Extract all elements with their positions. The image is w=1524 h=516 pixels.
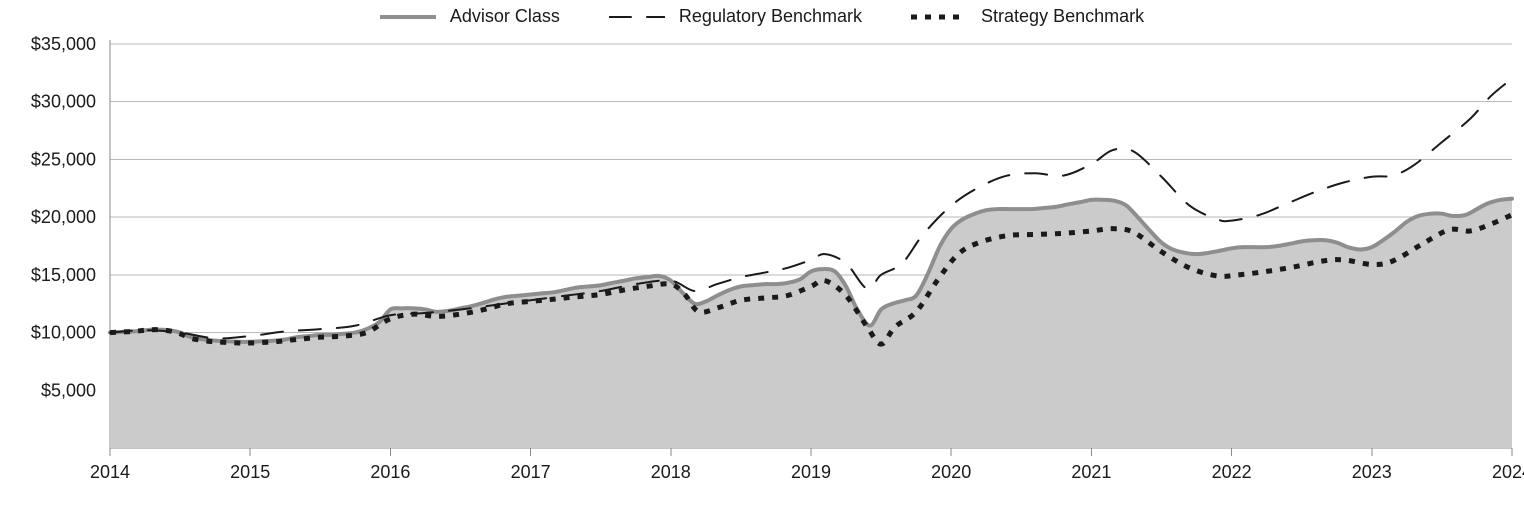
legend-label: Strategy Benchmark (981, 6, 1144, 27)
performance-chart: Advisor Class Regulatory Benchmark Strat… (0, 0, 1524, 516)
svg-text:$35,000: $35,000 (31, 34, 96, 54)
svg-text:2018: 2018 (651, 462, 691, 482)
legend-label: Regulatory Benchmark (679, 6, 862, 27)
svg-text:$5,000: $5,000 (41, 380, 96, 400)
svg-text:2019: 2019 (791, 462, 831, 482)
legend-item-strategy: Strategy Benchmark (911, 6, 1144, 27)
svg-text:2017: 2017 (511, 462, 551, 482)
svg-text:2022: 2022 (1212, 462, 1252, 482)
svg-text:2014: 2014 (90, 462, 130, 482)
legend-swatch-regulatory (609, 7, 665, 27)
legend-swatch-strategy (911, 7, 967, 27)
svg-text:2016: 2016 (370, 462, 410, 482)
legend: Advisor Class Regulatory Benchmark Strat… (0, 6, 1524, 32)
svg-text:2021: 2021 (1071, 462, 1111, 482)
chart-canvas: $5,000 $10,000 $15,000 $20,000 $25,000 $30,00… (0, 0, 1524, 516)
legend-item-advisor: Advisor Class (380, 6, 560, 27)
svg-text:2020: 2020 (931, 462, 971, 482)
svg-text:$15,000: $15,000 (31, 265, 96, 285)
legend-item-regulatory: Regulatory Benchmark (609, 6, 862, 27)
svg-text:2015: 2015 (230, 462, 270, 482)
svg-text:2024: 2024 (1492, 462, 1524, 482)
svg-text:$10,000: $10,000 (31, 323, 96, 343)
legend-label: Advisor Class (450, 6, 560, 27)
svg-text:2023: 2023 (1352, 462, 1392, 482)
legend-swatch-advisor (380, 7, 436, 27)
svg-text:$30,000: $30,000 (31, 92, 96, 112)
svg-text:$20,000: $20,000 (31, 207, 96, 227)
svg-text:$25,000: $25,000 (31, 149, 96, 169)
